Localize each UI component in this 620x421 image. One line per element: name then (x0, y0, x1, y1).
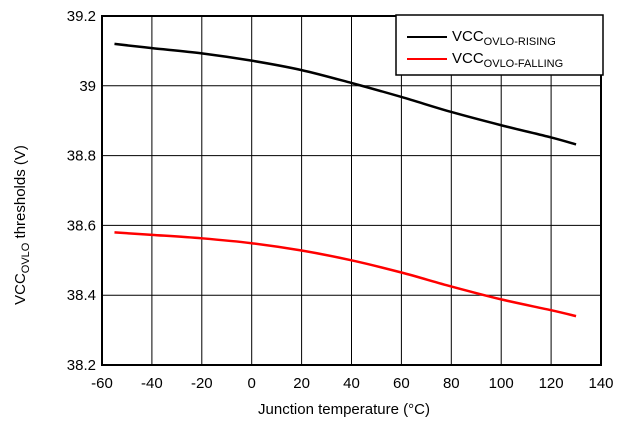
x-tick-label: 60 (393, 375, 410, 392)
x-tick-label: 0 (248, 375, 256, 392)
x-tick-label: 120 (539, 375, 564, 392)
series-line-ovlo-falling (114, 231, 577, 318)
legend-label-rising: VCCOVLO-RISING (452, 28, 556, 48)
x-tick-label: 40 (343, 375, 360, 392)
legend-label-falling: VCCOVLO-FALLING (452, 50, 563, 70)
y-axis-title-sub: OVLO (20, 242, 32, 273)
y-axis-title-rest: thresholds (V) (12, 145, 29, 243)
y-tick-label: 38.6 (67, 217, 96, 234)
y-tick-labels: 38.2 38.4 38.6 38.8 39 39.2 (67, 8, 96, 374)
x-tick-label: 100 (489, 375, 514, 392)
x-tick-labels: -60 -40 -20 0 20 40 60 80 100 120 140 (91, 375, 613, 392)
legend: VCCOVLO-RISING VCCOVLO-FALLING (395, 14, 604, 76)
legend-box (395, 14, 604, 76)
y-tick-label: 39 (79, 78, 96, 95)
series-line-ovlo-rising (114, 42, 577, 146)
y-tick-label: 38.2 (67, 357, 96, 374)
x-axis-title: Junction temperature (°C) (258, 401, 430, 418)
x-tick-label: -60 (91, 375, 113, 392)
y-tick-label: 38.8 (67, 148, 96, 165)
y-axis-title: VCCOVLO thresholds (V) (12, 145, 32, 305)
x-tick-label: 140 (588, 375, 613, 392)
y-axis-title-main: VCC (12, 273, 29, 305)
plot-frame (101, 15, 602, 366)
x-tick-label: -40 (141, 375, 163, 392)
y-tick-label: 39.2 (67, 8, 96, 25)
legend-label-falling-main: VCC (452, 50, 484, 67)
y-tick-label: 38.4 (67, 287, 96, 304)
x-tick-label: -20 (191, 375, 213, 392)
legend-label-falling-sub: OVLO-FALLING (484, 58, 563, 70)
x-tick-label: 20 (293, 375, 310, 392)
legend-label-rising-sub: OVLO-RISING (484, 36, 556, 48)
x-tick-label: 80 (443, 375, 460, 392)
series-layer (114, 42, 577, 318)
legend-label-rising-main: VCC (452, 28, 484, 45)
